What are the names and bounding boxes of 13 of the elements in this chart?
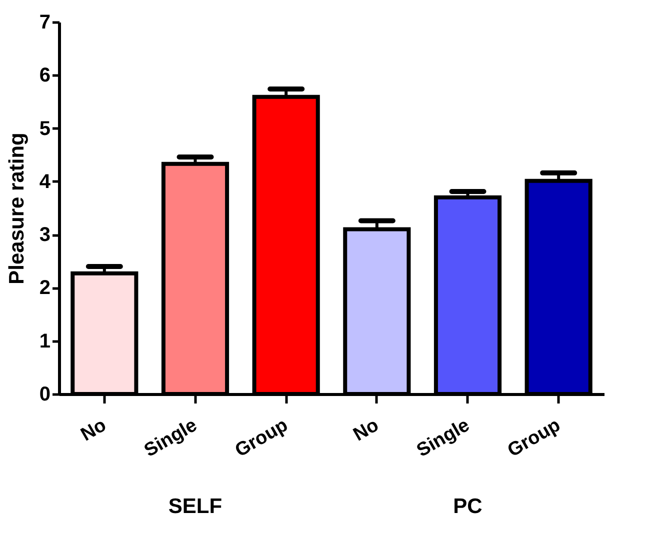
y-tick-label: 2 <box>39 277 50 300</box>
text: SELF <box>168 495 222 518</box>
y-tick-label: 6 <box>39 64 50 87</box>
x-tick-label: No <box>77 414 110 446</box>
y-tick-label: 1 <box>39 330 50 352</box>
text: PC <box>453 495 482 518</box>
y-tick-label: 5 <box>39 118 50 140</box>
y-tick-label: 7 <box>39 12 50 34</box>
x-tick-label: No <box>350 414 382 446</box>
y-axis-title: Pleasure rating <box>5 132 28 284</box>
y-tick-label: 0 <box>39 384 50 406</box>
y-tick-label: 3 <box>39 224 50 246</box>
y-tick-label: 4 <box>39 170 52 193</box>
